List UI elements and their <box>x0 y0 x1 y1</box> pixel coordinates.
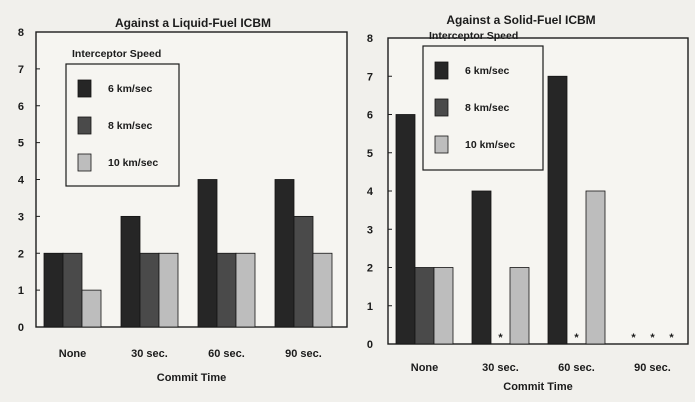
x-axis-label: Commit Time <box>503 381 572 393</box>
legend-label: 10 km/sec <box>108 157 158 169</box>
legend-swatch <box>77 79 92 98</box>
chart-solid: Against a Solid-Fuel ICBM 0 1 2 3 4 5 6 7 8 None * 3… <box>367 13 689 393</box>
legend: Interceptor Speed 6 km/sec 8 km/sec 10 km/s… <box>422 30 544 171</box>
y-tick-label: 2 <box>18 248 24 260</box>
bar <box>43 252 64 328</box>
bar <box>81 289 102 328</box>
y-tick-label: 1 <box>18 285 24 297</box>
y-tick-label: 5 <box>18 138 24 150</box>
bar <box>158 252 179 328</box>
legend-label: 10 km/sec <box>465 139 515 151</box>
bar <box>471 190 492 345</box>
bar <box>120 215 141 328</box>
zero-marker: * <box>631 332 636 344</box>
legend: Interceptor Speed 6 km/sec 8 km/sec 10 km/s… <box>65 48 180 187</box>
zero-marker: * <box>669 332 674 344</box>
legend-label: 8 km/sec <box>465 102 510 114</box>
y-tick-label: 3 <box>18 211 24 223</box>
x-axis-label: Commit Time <box>157 372 226 384</box>
y-tick-label: 7 <box>18 64 24 76</box>
y-tick-label: 0 <box>367 339 373 351</box>
bar <box>433 267 454 345</box>
bar <box>197 179 218 328</box>
y-tick-label: 8 <box>18 27 24 39</box>
y-tick-label: 4 <box>18 175 25 187</box>
zero-marker: * <box>498 332 503 344</box>
y-tick-label: 4 <box>367 186 374 198</box>
legend-title: Interceptor Speed <box>429 30 518 42</box>
legend-label: 8 km/sec <box>108 120 153 132</box>
y-tick-label: 1 <box>367 301 373 313</box>
legend-swatch <box>434 98 449 117</box>
bar <box>62 252 83 328</box>
bar <box>139 252 160 328</box>
x-category-label: 30 sec. <box>131 348 168 360</box>
x-category-label: 90 sec. <box>285 348 322 360</box>
legend-swatch <box>77 116 92 135</box>
y-tick-label: 6 <box>18 101 24 113</box>
bar <box>216 252 237 328</box>
bar <box>235 252 256 328</box>
bar <box>274 179 295 328</box>
bar <box>547 75 568 345</box>
x-category-label: 30 sec. <box>482 362 519 374</box>
legend-swatch <box>434 61 449 80</box>
y-tick-label: 2 <box>367 263 373 275</box>
legend-title: Interceptor Speed <box>72 48 161 60</box>
y-tick-label: 7 <box>367 71 373 83</box>
bar <box>585 190 606 345</box>
y-tick-label: 3 <box>367 224 373 236</box>
zero-marker: * <box>650 332 655 344</box>
chart-title: Against a Solid-Fuel ICBM <box>446 13 595 27</box>
legend-label: 6 km/sec <box>108 83 153 95</box>
bar <box>509 267 530 345</box>
y-tick-label: 5 <box>367 148 373 160</box>
chart-liquid: Against a Liquid-Fuel ICBM 0 1 2 3 4 5 6 7 8 None 3… <box>18 16 348 384</box>
legend-label: 6 km/sec <box>465 65 510 77</box>
bar <box>414 267 435 345</box>
x-category-label: None <box>411 362 439 374</box>
bar <box>395 114 416 345</box>
x-category-label: 90 sec. <box>634 362 671 374</box>
zero-marker: * <box>574 332 579 344</box>
y-tick-label: 0 <box>18 322 24 334</box>
legend-swatch <box>77 153 92 172</box>
y-tick-label: 8 <box>367 33 373 45</box>
legend-swatch <box>434 135 449 154</box>
x-category-label: None <box>59 348 87 360</box>
y-tick-label: 6 <box>367 110 373 122</box>
x-category-label: 60 sec. <box>208 348 245 360</box>
bar <box>293 215 314 328</box>
bar <box>312 252 333 328</box>
x-category-label: 60 sec. <box>558 362 595 374</box>
chart-title: Against a Liquid-Fuel ICBM <box>115 16 271 30</box>
